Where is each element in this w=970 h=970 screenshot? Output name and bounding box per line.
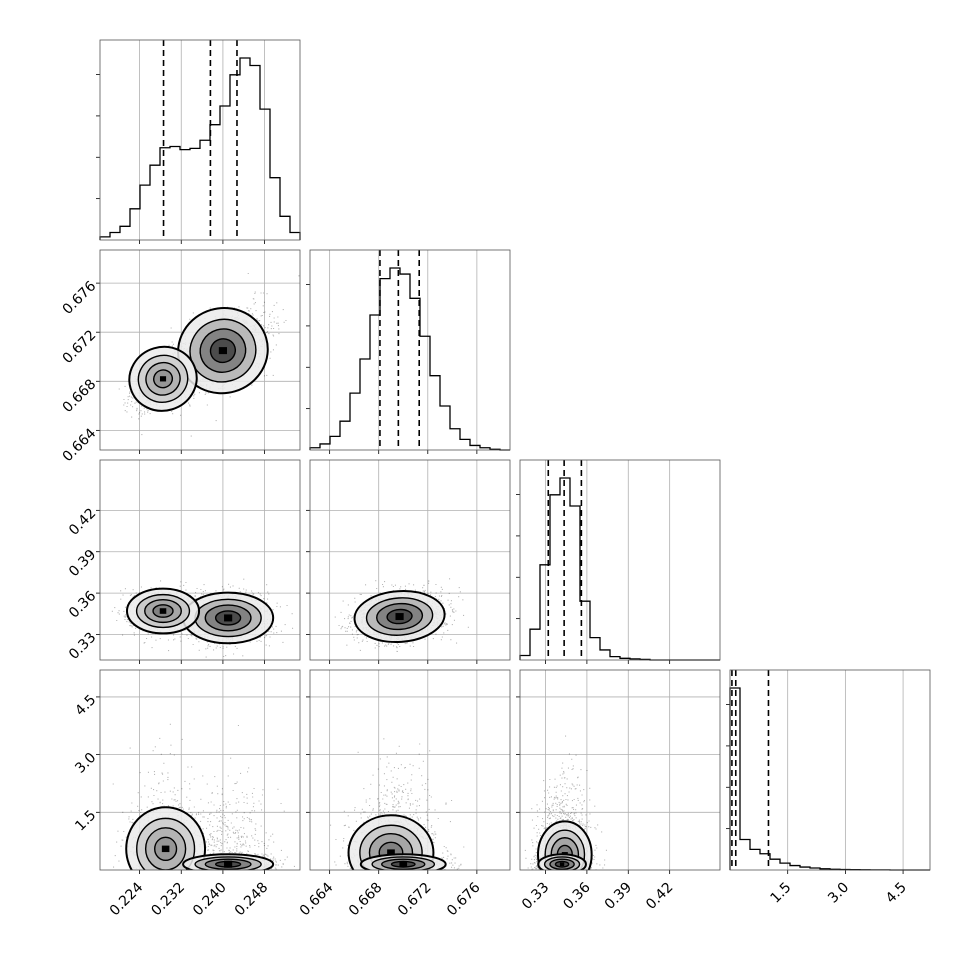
y-tick-label: 0.42 — [66, 505, 99, 538]
x-tick-label: 0.668 — [346, 880, 386, 920]
grid — [100, 460, 300, 660]
scatter-points — [334, 578, 469, 653]
x-tick-label: 0.672 — [395, 880, 435, 920]
panel-frame — [309, 459, 511, 661]
x-tick-label: 0.39 — [602, 880, 635, 913]
panel-frame — [519, 459, 721, 661]
panel-frame — [99, 669, 301, 871]
scatter-panel-0-1: 0.664 0.668 0.672 0.676 — [60, 249, 301, 465]
x-tick-label: 4.5 — [883, 880, 910, 907]
panel-frame — [99, 459, 301, 661]
histogram-panel-0 — [96, 39, 301, 244]
panel-frame — [729, 669, 931, 871]
y-tick-label: 0.672 — [60, 327, 100, 367]
histogram-step — [309, 267, 510, 451]
x-tick-label: 3.0 — [825, 880, 852, 907]
y-tick-label: 3.0 — [72, 750, 99, 777]
x-tick-label: 0.248 — [232, 880, 272, 920]
density-peak — [224, 614, 233, 622]
histogram-step — [99, 57, 301, 240]
scatter-points — [330, 738, 465, 870]
density-peak — [159, 608, 167, 614]
y-tick-label: 4.5 — [72, 692, 99, 719]
scatter-points — [524, 735, 607, 870]
panel-frame — [309, 669, 511, 871]
grid — [329, 250, 478, 450]
panel-frame — [99, 39, 301, 241]
x-tick-label: 0.664 — [297, 879, 337, 919]
scatter-points — [112, 723, 295, 870]
scatter-panel-1-3: 0.664 0.668 0.672 0.676 — [297, 669, 511, 920]
y-tick-label: 0.33 — [66, 630, 99, 663]
panel-frame — [519, 669, 721, 871]
x-tick-label: 0.676 — [444, 879, 484, 919]
density-peak — [159, 376, 167, 382]
histogram-panel-2 — [516, 459, 721, 664]
histogram-panel-3: 1.5 3.0 4.5 — [726, 669, 931, 907]
density-peak — [218, 347, 227, 355]
grid — [545, 460, 671, 660]
x-tick-label: 0.36 — [560, 879, 593, 912]
y-tick-label: 1.5 — [72, 807, 99, 834]
panel-background — [520, 460, 720, 660]
density-peak — [224, 860, 233, 868]
scatter-panel-0-3: 0.224 0.232 0.240 0.248 1.5 3.0 4.5 — [72, 669, 301, 920]
grid — [787, 670, 904, 870]
scatter-panel-1-2 — [306, 459, 511, 664]
x-tick-label: 0.33 — [519, 880, 552, 913]
histogram-panel-1 — [306, 249, 511, 454]
panel-background — [730, 670, 930, 870]
x-tick-label: 1.5 — [767, 880, 794, 907]
y-tick-label: 0.39 — [66, 547, 99, 580]
y-tick-label: 0.668 — [60, 376, 100, 416]
density-peak — [559, 862, 565, 867]
density-peak — [387, 849, 395, 856]
scatter-points — [118, 272, 300, 437]
x-tick-label: 0.240 — [190, 880, 230, 920]
panel-frame — [309, 249, 511, 451]
density-peak — [399, 860, 408, 868]
density-peak — [161, 845, 170, 853]
panel-frame — [99, 249, 301, 451]
x-tick-label: 0.232 — [148, 880, 188, 920]
scatter-panel-0-2: 0.33 0.36 0.39 0.42 — [66, 459, 301, 664]
x-tick-label: 0.224 — [107, 879, 147, 919]
y-tick-label: 0.676 — [60, 278, 100, 318]
density-peak — [395, 613, 404, 621]
grid — [100, 670, 300, 870]
y-tick-label: 0.664 — [60, 425, 100, 465]
scatter-panel-2-3: 0.33 0.36 0.39 0.42 — [516, 669, 721, 913]
x-tick-label: 0.42 — [643, 880, 676, 913]
y-tick-label: 0.36 — [66, 588, 99, 621]
scatter-points — [111, 578, 294, 660]
